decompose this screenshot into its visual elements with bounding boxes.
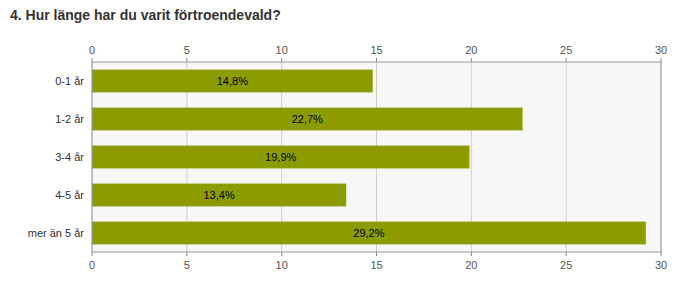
bar: [92, 222, 646, 245]
bar: [92, 70, 373, 93]
tick-label: 20: [465, 259, 477, 271]
tick-label: 15: [370, 44, 382, 56]
category-label: 0-1 år: [55, 75, 84, 87]
labels: 14,8% 22,7% 19,9% 13,4% 29,2% 0-1 år 1-2 år 3-4…: [28, 75, 385, 239]
data-label: 22,7%: [292, 113, 323, 125]
data-label: 29,2%: [353, 227, 384, 239]
category-label: 4-5 år: [55, 189, 84, 201]
tick-label: 20: [465, 44, 477, 56]
plot-frame: [92, 62, 661, 252]
tick-label: 0: [89, 259, 95, 271]
tick-mark: [186, 58, 187, 62]
tick-label: 25: [560, 259, 572, 271]
tick-label: 5: [184, 44, 190, 56]
tick-mark: [661, 252, 662, 256]
bars: [92, 70, 646, 245]
bar: [92, 184, 346, 207]
category-label: 3-4 år: [55, 151, 84, 163]
tick-mark: [186, 252, 187, 256]
data-label: 13,4%: [203, 189, 234, 201]
tick-label: 15: [370, 259, 382, 271]
x-axis: 0 0 5 5 10 10 15 15 20 20 25 25 30 30: [89, 44, 667, 271]
tick-label: 25: [560, 44, 572, 56]
data-label: 14,8%: [217, 75, 248, 87]
tick-mark: [566, 58, 567, 62]
tick-mark: [471, 58, 472, 62]
category-label: mer än 5 år: [28, 227, 85, 239]
tick-label: 10: [276, 259, 288, 271]
plot-background: [92, 62, 661, 252]
category-label: 1-2 år: [55, 113, 84, 125]
tick-label: 5: [184, 259, 190, 271]
tick-mark: [376, 252, 377, 256]
bar: [92, 108, 523, 131]
tick-mark: [281, 252, 282, 256]
bar: [92, 146, 469, 169]
tick-mark: [376, 58, 377, 62]
tick-label: 30: [655, 44, 667, 56]
tick-mark: [661, 58, 662, 62]
tick-mark: [92, 58, 93, 62]
chart: 4. Hur länge har du varit förtroendevald…: [0, 0, 681, 286]
tick-mark: [566, 252, 567, 256]
title: 4. Hur länge har du varit förtroendevald…: [10, 7, 281, 23]
data-label: 19,9%: [265, 151, 296, 163]
tick-label: 0: [89, 44, 95, 56]
tick-mark: [92, 252, 93, 256]
tick-mark: [281, 58, 282, 62]
chart-container: 4. Hur länge har du varit förtroendevald…: [0, 0, 681, 286]
tick-label: 10: [276, 44, 288, 56]
tick-label: 30: [655, 259, 667, 271]
tick-mark: [471, 252, 472, 256]
